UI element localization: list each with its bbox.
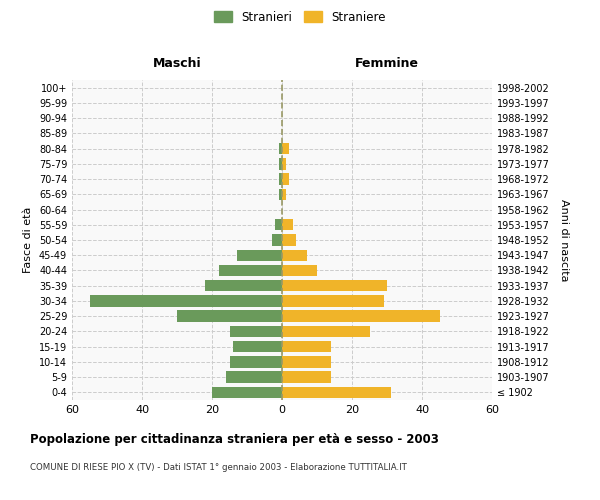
Bar bbox=[226, 372, 282, 383]
Bar bbox=[282, 280, 387, 291]
Bar bbox=[282, 174, 289, 185]
Bar bbox=[177, 310, 282, 322]
Bar bbox=[212, 386, 282, 398]
Bar bbox=[282, 158, 286, 170]
Text: Maschi: Maschi bbox=[152, 57, 202, 70]
Text: COMUNE DI RIESE PIO X (TV) - Dati ISTAT 1° gennaio 2003 - Elaborazione TUTTITALI: COMUNE DI RIESE PIO X (TV) - Dati ISTAT … bbox=[30, 462, 407, 471]
Bar bbox=[236, 250, 282, 261]
Bar bbox=[89, 295, 282, 306]
Bar bbox=[282, 219, 293, 230]
Bar bbox=[278, 143, 282, 154]
Bar bbox=[282, 326, 370, 337]
Bar bbox=[229, 356, 282, 368]
Bar bbox=[282, 250, 307, 261]
Bar bbox=[233, 341, 282, 352]
Legend: Stranieri, Straniere: Stranieri, Straniere bbox=[209, 6, 391, 28]
Bar bbox=[278, 174, 282, 185]
Text: Femmine: Femmine bbox=[355, 57, 419, 70]
Y-axis label: Fasce di età: Fasce di età bbox=[23, 207, 33, 273]
Bar bbox=[278, 188, 282, 200]
Bar bbox=[282, 265, 317, 276]
Bar bbox=[282, 372, 331, 383]
Bar bbox=[282, 295, 383, 306]
Bar bbox=[282, 143, 289, 154]
Bar bbox=[282, 234, 296, 246]
Bar bbox=[282, 188, 286, 200]
Y-axis label: Anni di nascita: Anni di nascita bbox=[559, 198, 569, 281]
Bar bbox=[219, 265, 282, 276]
Bar bbox=[205, 280, 282, 291]
Bar bbox=[282, 356, 331, 368]
Text: Popolazione per cittadinanza straniera per età e sesso - 2003: Popolazione per cittadinanza straniera p… bbox=[30, 432, 439, 446]
Bar bbox=[229, 326, 282, 337]
Bar bbox=[282, 310, 439, 322]
Bar bbox=[278, 158, 282, 170]
Bar bbox=[275, 219, 282, 230]
Bar bbox=[282, 341, 331, 352]
Bar bbox=[271, 234, 282, 246]
Bar bbox=[282, 386, 391, 398]
